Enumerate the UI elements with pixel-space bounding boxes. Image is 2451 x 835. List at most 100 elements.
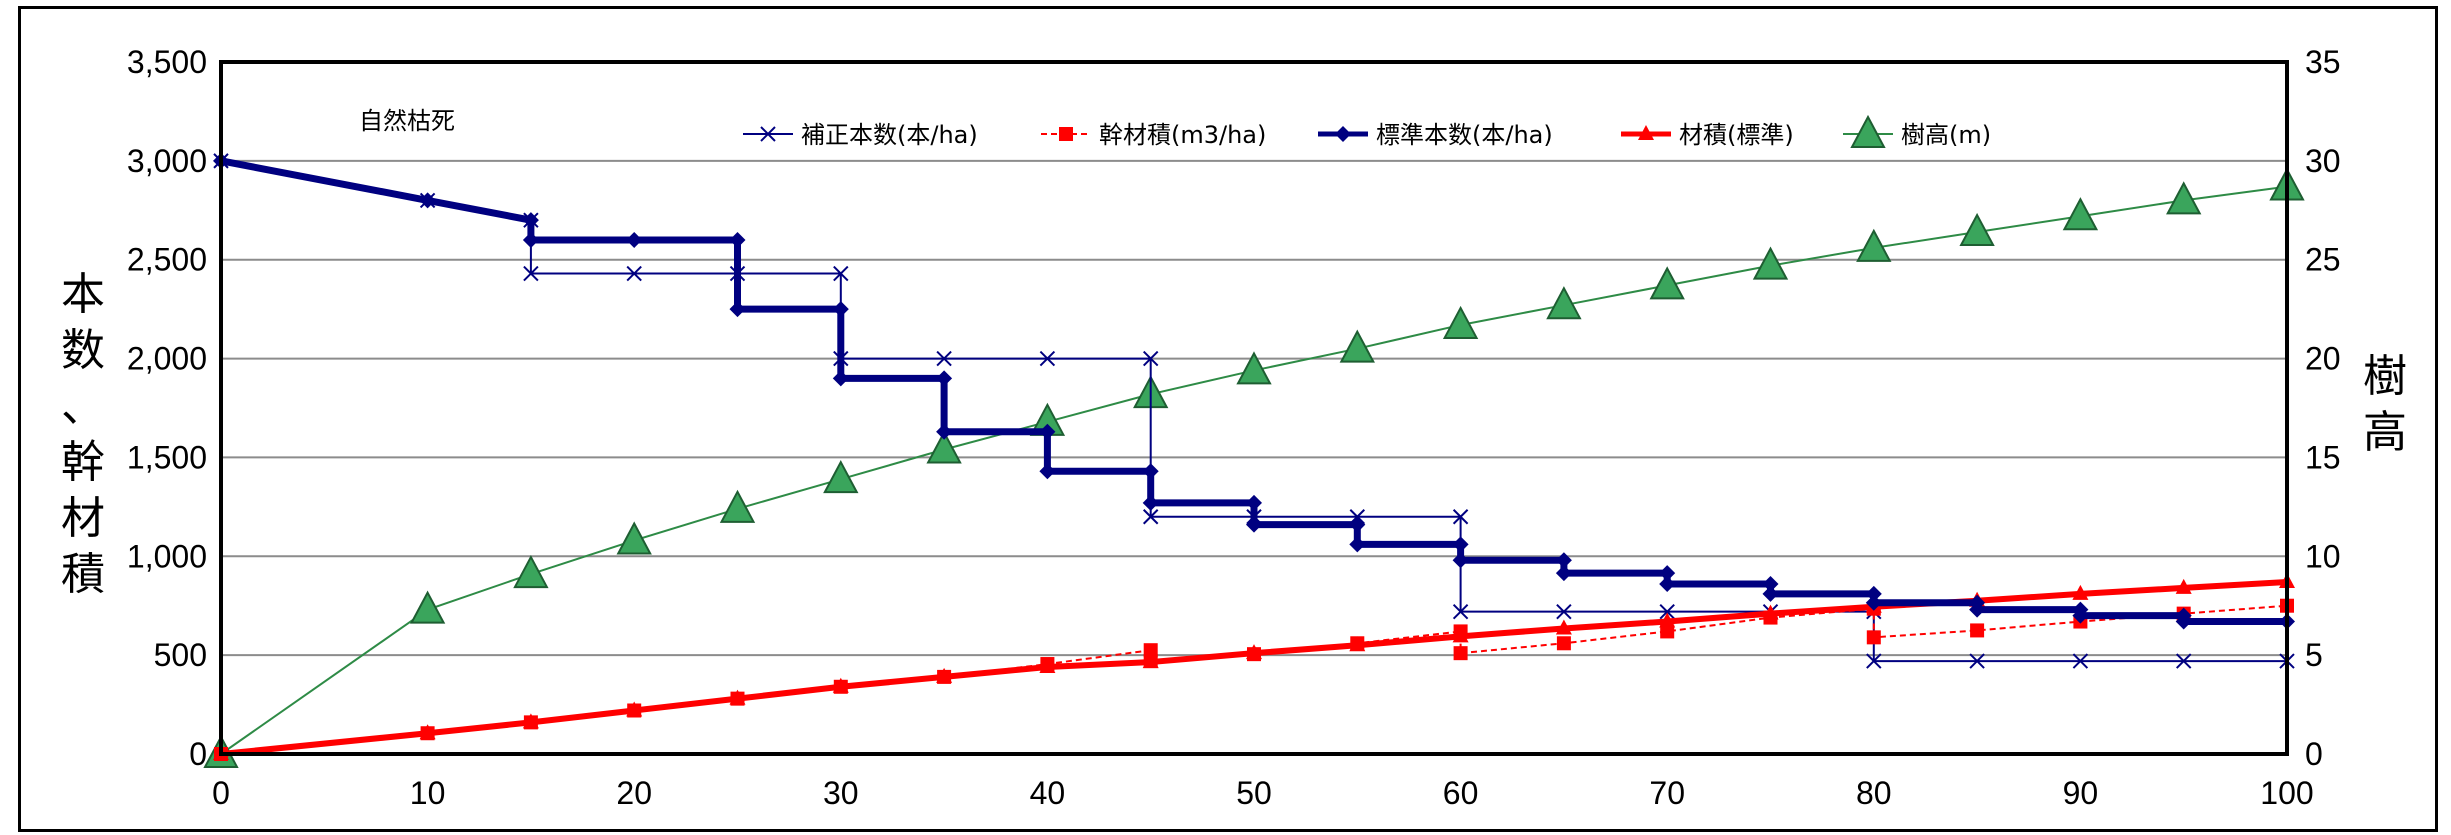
data-point-diamond bbox=[1039, 423, 1056, 440]
y-right-tick-label: 0 bbox=[2305, 736, 2323, 772]
gridlines bbox=[221, 159, 2287, 657]
data-point-diamond bbox=[1762, 575, 1779, 592]
data-point-diamond bbox=[1349, 536, 1366, 553]
data-point-big-triangle bbox=[409, 590, 446, 624]
data-point-x bbox=[1969, 653, 1985, 669]
data-point-diamond bbox=[1659, 565, 1676, 582]
data-point-triangle bbox=[522, 713, 539, 729]
data-point-diamond bbox=[1452, 552, 1469, 569]
series-line bbox=[220, 185, 2288, 755]
data-point-big-triangle bbox=[1856, 228, 1892, 262]
x-tick-label: 80 bbox=[1856, 775, 1892, 811]
data-point-square bbox=[1970, 623, 1985, 638]
data-point-diamond bbox=[626, 231, 643, 248]
x-tick-label: 50 bbox=[1236, 775, 1272, 811]
x-tick-label: 60 bbox=[1443, 775, 1479, 811]
tick-labels: 05001,0001,5002,0002,5003,0003,500051015… bbox=[127, 44, 2341, 811]
data-point-triangle bbox=[1452, 627, 1469, 643]
y-left-tick-label: 3,000 bbox=[127, 143, 207, 179]
data-point-diamond bbox=[419, 192, 436, 209]
data-point-big-triangle bbox=[1649, 266, 1685, 300]
data-point-diamond bbox=[1865, 585, 1882, 602]
data-point-x bbox=[1452, 603, 1469, 620]
data-point-x bbox=[1659, 603, 1675, 620]
data-point-big-triangle bbox=[926, 430, 962, 464]
data-point-triangle bbox=[1762, 604, 1779, 620]
data-point-triangle bbox=[1638, 125, 1654, 140]
x-tick-label: 40 bbox=[1030, 775, 1066, 811]
data-point-triangle bbox=[1142, 653, 1159, 669]
data-point-triangle bbox=[1246, 644, 1262, 660]
data-point-triangle bbox=[1555, 619, 1572, 635]
chart-svg: 05001,0001,5002,0002,5003,0003,500051015… bbox=[61, 44, 2407, 811]
data-point-x bbox=[936, 350, 952, 367]
legend-label: 幹材積(m3/ha) bbox=[1099, 121, 1266, 149]
y-left-title-char: 数 bbox=[61, 325, 105, 376]
series-2 bbox=[213, 152, 2295, 630]
data-point-diamond bbox=[2072, 607, 2089, 624]
data-point-diamond bbox=[1452, 536, 1469, 553]
data-point-diamond bbox=[936, 423, 953, 440]
data-point-diamond bbox=[1142, 463, 1159, 480]
data-point-big-triangle bbox=[2166, 181, 2202, 215]
data-point-x bbox=[2072, 653, 2089, 669]
y-axis-left-title: 本数、幹材積 bbox=[61, 269, 105, 600]
y-right-tick-label: 20 bbox=[2305, 341, 2341, 377]
data-point-x bbox=[833, 265, 849, 282]
data-point-x bbox=[523, 265, 539, 282]
legend-label: 補正本数(本/ha) bbox=[801, 121, 978, 149]
legend-item-3: 材積(標準) bbox=[1621, 121, 1794, 149]
data-point-diamond bbox=[729, 231, 746, 248]
data-point-x bbox=[1142, 509, 1159, 525]
legend-item-2: 標準本数(本/ha) bbox=[1318, 121, 1553, 149]
data-point-diamond bbox=[1659, 575, 1676, 592]
chart-annotation: 自然枯死 bbox=[359, 107, 455, 135]
data-point-diamond bbox=[1969, 601, 1986, 618]
y-left-tick-label: 1,000 bbox=[127, 538, 207, 574]
data-point-x bbox=[1452, 509, 1469, 525]
y-left-tick-label: 0 bbox=[189, 736, 207, 772]
data-point-big-triangle bbox=[719, 489, 756, 523]
data-point-diamond bbox=[1335, 126, 1351, 142]
y-right-tick-label: 35 bbox=[2305, 44, 2341, 80]
y-left-title-char: 、 bbox=[61, 381, 105, 432]
data-point-diamond bbox=[1246, 494, 1262, 511]
data-point-triangle bbox=[2072, 584, 2089, 600]
y-left-tick-label: 2,000 bbox=[127, 341, 207, 377]
data-point-triangle bbox=[729, 689, 746, 705]
data-point-big-triangle bbox=[616, 521, 652, 555]
data-point-big-triangle bbox=[1850, 114, 1886, 148]
legend: 補正本数(本/ha) 幹材積(m3/ha) 標準本数(本/ha) 材積(標準) 樹高(m… bbox=[743, 114, 1991, 149]
data-point-square bbox=[1866, 630, 1881, 645]
data-point-square bbox=[1059, 127, 1073, 141]
plot-border bbox=[219, 60, 2289, 756]
y-left-title-char: 積 bbox=[61, 549, 105, 600]
data-point-x bbox=[1556, 603, 1572, 620]
y-left-tick-label: 2,500 bbox=[127, 242, 207, 278]
data-point-big-triangle bbox=[1236, 351, 1272, 385]
data-point-diamond bbox=[729, 301, 746, 318]
data-point-triangle bbox=[419, 724, 436, 740]
data-point-big-triangle bbox=[823, 460, 859, 494]
data-point-diamond bbox=[1246, 516, 1262, 533]
data-point-diamond bbox=[522, 231, 539, 248]
data-point-diamond bbox=[2175, 613, 2192, 630]
data-point-x bbox=[1039, 350, 1056, 367]
x-tick-label: 0 bbox=[212, 775, 230, 811]
y-right-tick-label: 25 bbox=[2305, 242, 2341, 278]
legend-label: 標準本数(本/ha) bbox=[1376, 121, 1553, 149]
data-point-triangle bbox=[1659, 612, 1676, 628]
y-left-tick-label: 3,500 bbox=[127, 44, 207, 80]
chart-frame: 0 500 1,000 1,500 2,000 2,500 3,000 3,500 0 5 10 15… bbox=[18, 6, 2438, 832]
data-point-diamond bbox=[522, 212, 539, 229]
data-point-triangle bbox=[626, 701, 643, 717]
data-point-triangle bbox=[1039, 658, 1056, 674]
data-point-triangle bbox=[832, 677, 849, 693]
data-point-big-triangle bbox=[1752, 246, 1789, 280]
data-point-triangle bbox=[2175, 578, 2192, 594]
series-1 bbox=[214, 598, 2294, 761]
data-point-square bbox=[1660, 624, 1675, 639]
data-point-big-triangle bbox=[1339, 329, 1375, 363]
y-left-title-char: 材 bbox=[61, 493, 105, 544]
data-point-diamond bbox=[1762, 585, 1779, 602]
